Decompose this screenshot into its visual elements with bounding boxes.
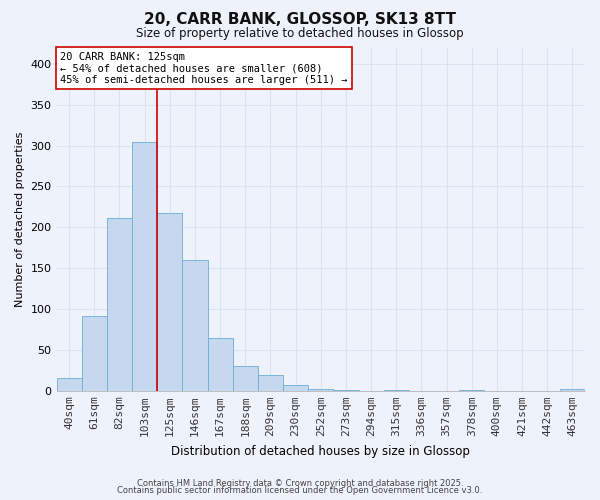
Y-axis label: Number of detached properties: Number of detached properties [15,132,25,307]
Bar [182,260,208,391]
Bar [459,390,484,391]
Bar [283,385,308,391]
Bar [107,218,132,391]
Text: Contains HM Land Registry data © Crown copyright and database right 2025.: Contains HM Land Registry data © Crown c… [137,478,463,488]
Bar [208,338,233,391]
Bar [233,366,258,391]
Bar [56,378,82,391]
Bar [383,390,409,391]
Bar [560,389,585,391]
Text: 20, CARR BANK, GLOSSOP, SK13 8TT: 20, CARR BANK, GLOSSOP, SK13 8TT [144,12,456,28]
Bar [132,142,157,391]
X-axis label: Distribution of detached houses by size in Glossop: Distribution of detached houses by size … [172,444,470,458]
Bar [157,212,182,391]
Text: Size of property relative to detached houses in Glossop: Size of property relative to detached ho… [136,28,464,40]
Bar [334,390,359,391]
Text: 20 CARR BANK: 125sqm
← 54% of detached houses are smaller (608)
45% of semi-deta: 20 CARR BANK: 125sqm ← 54% of detached h… [61,52,348,85]
Text: Contains public sector information licensed under the Open Government Licence v3: Contains public sector information licen… [118,486,482,495]
Bar [258,376,283,391]
Bar [82,316,107,391]
Bar [308,389,334,391]
